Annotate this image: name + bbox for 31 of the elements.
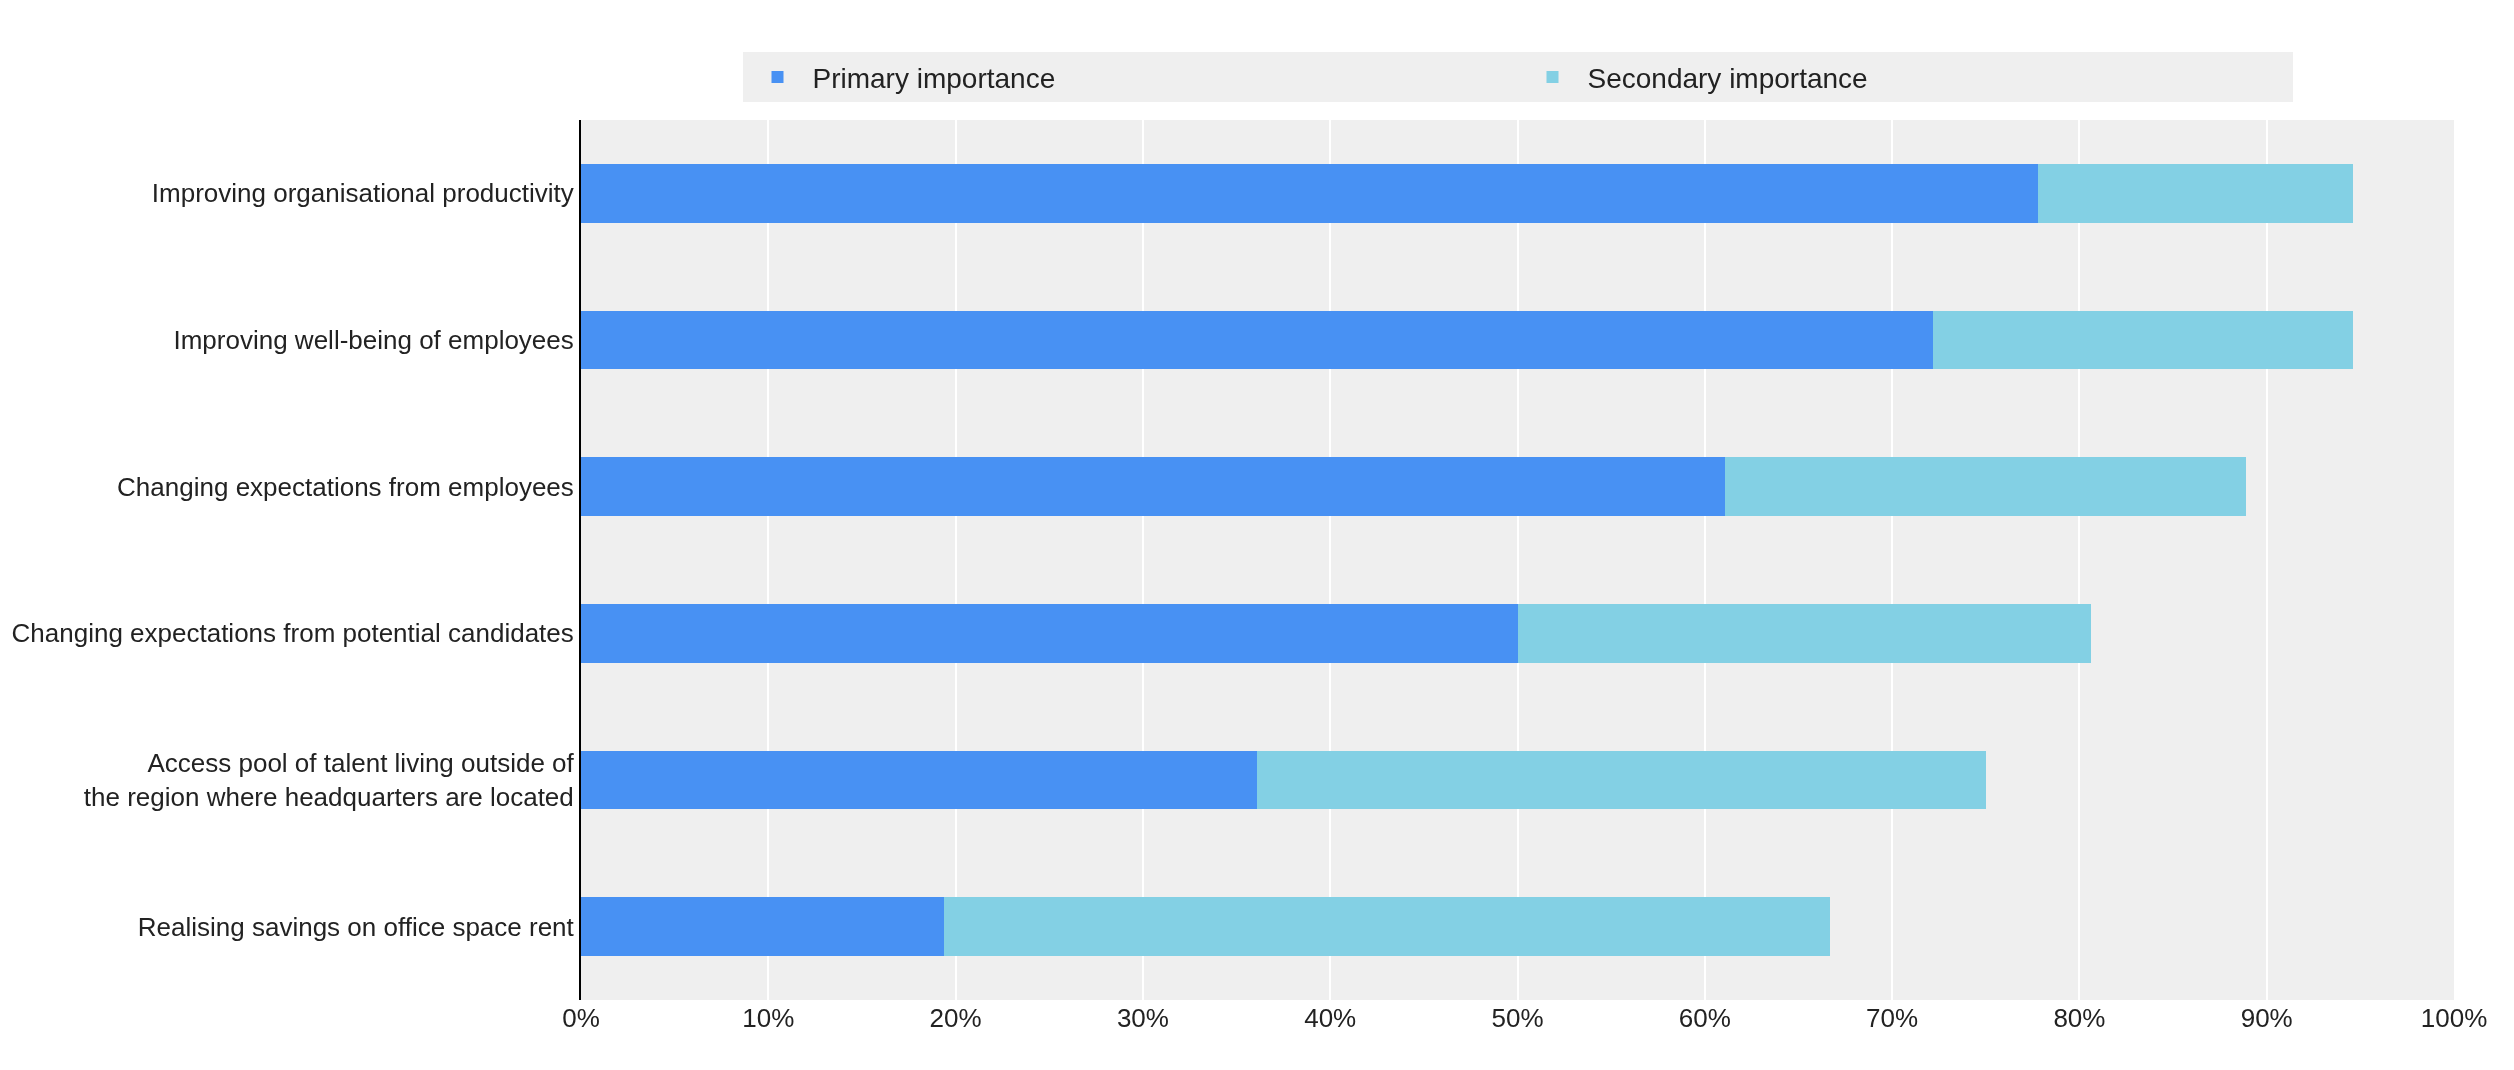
- bar: [581, 310, 1934, 370]
- bar: [581, 604, 1518, 663]
- bar: [581, 750, 1258, 810]
- bar: [1517, 604, 2091, 663]
- x-tick-label: 80%: [2053, 1003, 2106, 1033]
- bar: [1933, 310, 2353, 370]
- y-tick-label: Improving organisational productivity: [151, 178, 574, 209]
- x-tick-label: 90%: [2240, 1003, 2293, 1033]
- y-tick-label: Realising savings on office space rent: [137, 911, 575, 942]
- x-tick-label: 100%: [2420, 1003, 2488, 1033]
- x-tick-label: 10%: [742, 1003, 795, 1033]
- x-tick-label: 70%: [1866, 1003, 1919, 1033]
- x-tick-label: 20%: [929, 1003, 982, 1033]
- bar: [581, 164, 2039, 223]
- y-tick-label: Changing expectations from potential candidates: [11, 618, 574, 649]
- bar: [2038, 164, 2353, 223]
- x-tick-label: 30%: [1116, 1003, 1169, 1033]
- bar: [581, 457, 1726, 516]
- y-tick-label: Improving well-being of employees: [173, 325, 574, 356]
- bar: [944, 897, 1831, 956]
- y-tick-label: Changing expectations from employees: [117, 471, 574, 502]
- bar: [1725, 457, 2247, 516]
- x-tick-label: 50%: [1491, 1003, 1544, 1033]
- bar: [1257, 750, 1986, 810]
- x-tick-label: 40%: [1304, 1003, 1357, 1033]
- legend-label: Secondary importance: [1587, 63, 1868, 95]
- x-tick-label: 60%: [1678, 1003, 1731, 1033]
- x-tick-label: 0%: [562, 1003, 600, 1033]
- legend-label: Primary importance: [812, 63, 1056, 95]
- y-tick-label: Access pool of talent living outside of the region where headquarters are located: [83, 748, 575, 812]
- bar: [581, 897, 945, 956]
